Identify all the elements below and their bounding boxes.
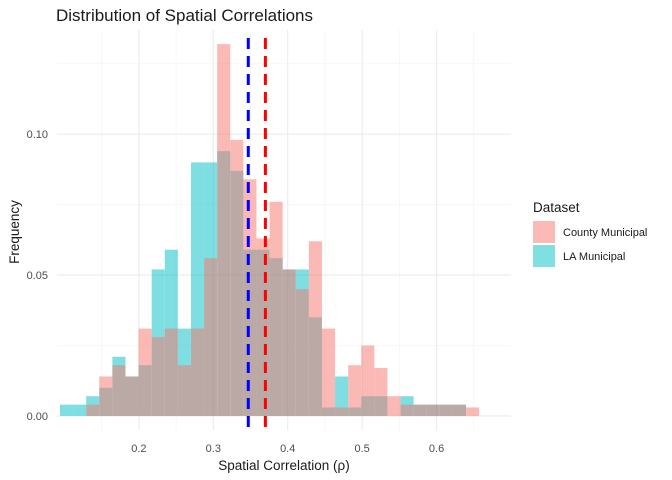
bar-county-municipal [282, 269, 296, 416]
x-tick-label: 0.3 [206, 443, 221, 455]
bar-county-municipal [348, 365, 362, 416]
bar-county-municipal [321, 328, 336, 416]
bar-county-municipal [295, 289, 309, 416]
bar-county-municipal [190, 328, 205, 416]
bar-county-municipal [230, 139, 244, 416]
bar-county-municipal [204, 258, 218, 416]
bar-county-municipal [308, 241, 322, 416]
y-axis-ticks: 0.00 0.05 0.10 [27, 129, 48, 423]
bar-county-municipal [439, 404, 453, 416]
bar-county-municipal [269, 201, 283, 416]
bar-county-municipal [243, 179, 257, 416]
bar-la-municipal [73, 404, 87, 416]
bar-county-municipal [361, 345, 375, 416]
x-tick-label: 0.2 [131, 443, 146, 455]
bar-county-municipal [151, 337, 165, 416]
bars-county-municipal [86, 44, 480, 416]
bar-county-municipal [138, 328, 152, 416]
legend-item-la-municipal: LA Municipal [533, 245, 625, 267]
x-axis-ticks: 0.2 0.3 0.4 0.5 0.6 [131, 443, 444, 455]
y-axis-title: Frequency [7, 200, 22, 264]
legend: Dataset County Municipal LA Municipal [533, 200, 647, 267]
bar-la-municipal [335, 376, 349, 416]
bar-county-municipal [112, 365, 126, 416]
bar-county-municipal [177, 365, 191, 416]
chart-title: Distribution of Spatial Correlations [56, 6, 313, 25]
bar-county-municipal [466, 407, 480, 416]
bar-county-municipal [164, 328, 178, 416]
y-tick-label: 0.10 [27, 129, 48, 141]
legend-key-la-municipal [533, 245, 555, 267]
legend-key-county-municipal [533, 221, 555, 243]
legend-title: Dataset [533, 200, 580, 215]
bar-county-municipal [387, 396, 401, 416]
bar-la-municipal [59, 404, 74, 416]
bar-county-municipal [217, 44, 231, 416]
y-tick-label: 0.05 [27, 270, 48, 282]
plot-panel [57, 30, 511, 430]
x-tick-label: 0.6 [429, 443, 444, 455]
mean-lines [246, 38, 267, 430]
bar-county-municipal [374, 368, 388, 416]
bar-county-municipal [413, 404, 427, 416]
x-axis-title: Spatial Correlation (ρ) [218, 458, 349, 473]
bar-county-municipal [400, 404, 414, 416]
x-tick-label: 0.4 [280, 443, 295, 455]
bar-county-municipal [452, 404, 467, 416]
bar-county-municipal [99, 376, 113, 416]
legend-item-county-municipal: County Municipal [533, 221, 647, 243]
grid-minor [57, 30, 511, 430]
bar-county-municipal [335, 407, 349, 416]
y-tick-label: 0.00 [27, 411, 48, 423]
bar-county-municipal [256, 238, 270, 416]
x-tick-label: 0.5 [354, 443, 369, 455]
bar-county-municipal [125, 376, 139, 416]
legend-label-la-municipal: LA Municipal [563, 251, 625, 263]
legend-label-county-municipal: County Municipal [563, 227, 647, 239]
bar-county-municipal [86, 404, 100, 416]
bar-county-municipal [426, 404, 440, 416]
